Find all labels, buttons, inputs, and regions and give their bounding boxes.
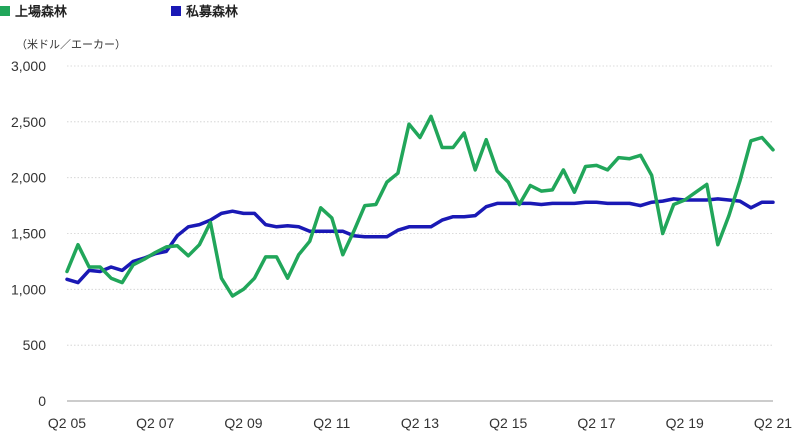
y-tick-label: 3,000 [11, 58, 46, 74]
legend-label-private: 私募森林 [186, 4, 239, 19]
series-line-listed [65, 114, 775, 298]
x-tick-label: Q2 11 [313, 415, 350, 431]
legend-swatch-listed [0, 5, 10, 16]
legend-label-listed: 上場森林 [15, 4, 68, 19]
y-tick-label: 1,000 [11, 281, 46, 297]
gridlines [67, 65, 773, 402]
x-tick-label: Q2 19 [666, 415, 704, 431]
series-lines [65, 114, 775, 298]
legend-item-listed: 上場森林 [0, 1, 67, 20]
series-line-private [65, 197, 775, 285]
x-tick-label: Q2 09 [224, 415, 262, 431]
y-axis-unit-label: （米ドル／エーカー） [16, 39, 126, 51]
legend: 上場森林 私募森林 [0, 0, 795, 22]
y-tick-label: 0 [38, 393, 46, 409]
x-tick-label: Q2 05 [48, 415, 86, 431]
legend-item-private: 私募森林 [171, 1, 238, 20]
x-tick-label: Q2 15 [489, 415, 527, 431]
x-tick-label: Q2 13 [401, 415, 439, 431]
x-tick-label: Q2 07 [136, 415, 174, 431]
x-tick-label: Q2 17 [577, 415, 615, 431]
y-tick-label: 500 [23, 337, 47, 353]
y-tick-label: 2,000 [11, 170, 46, 186]
legend-swatch-private [171, 5, 181, 16]
y-tick-label: 1,500 [11, 226, 46, 242]
y-tick-label: 2,500 [11, 114, 46, 130]
x-tick-label: Q2 21 [754, 415, 792, 431]
axis-labels: 0 500 1,000 1,500 2,000 2,500 3,000 Q2 05 Q2 07 Q… [11, 58, 792, 431]
